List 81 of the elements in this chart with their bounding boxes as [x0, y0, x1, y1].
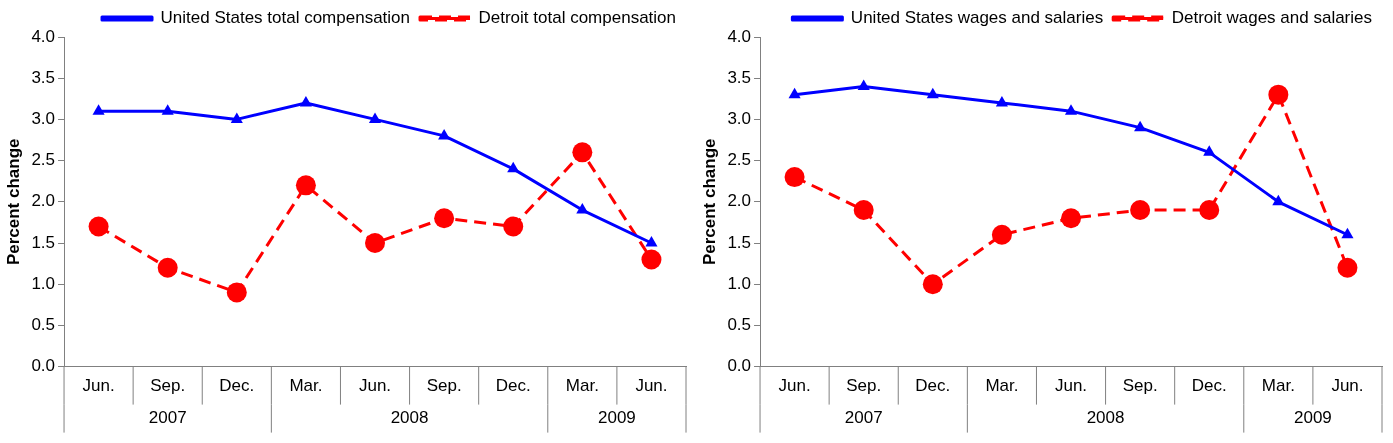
legend-label: United States wages and salaries: [850, 8, 1104, 28]
x-tick-label: Jun.: [1054, 376, 1088, 396]
point: [641, 249, 662, 270]
point: [88, 216, 109, 237]
point: [788, 87, 801, 99]
x-tick-label: Jun.: [1331, 376, 1364, 396]
text: 2009: [1293, 408, 1332, 428]
legend-label: Detroit wages and salaries: [1171, 8, 1373, 28]
y-tick-label: 1.5: [31, 232, 56, 252]
x-tick-label: Mar.: [565, 376, 599, 396]
point: [161, 104, 174, 115]
y-tick-label: 3.0: [727, 109, 752, 129]
x-tick-label: Jun.: [635, 376, 668, 396]
y-tick-label: 1.5: [727, 232, 752, 252]
x-tick-label: Mar.: [1261, 376, 1295, 396]
point: [368, 112, 382, 123]
point: [922, 274, 943, 295]
point: [991, 224, 1012, 245]
point: [1199, 200, 1220, 221]
x-tick-label: Sep.: [150, 376, 186, 396]
x-tick-label: Sep.: [1122, 376, 1158, 396]
point: [853, 200, 874, 221]
point: [1134, 120, 1147, 132]
point: [1268, 84, 1289, 105]
y-tick-label: 0.0: [31, 356, 56, 376]
y-tick-label: 2.0: [727, 191, 752, 211]
y-tick-label: 3.0: [31, 109, 56, 129]
point: [857, 79, 870, 90]
point: [1061, 208, 1082, 229]
x-tick-label: Dec.: [495, 376, 531, 396]
point: [995, 95, 1008, 107]
text: 2009: [597, 408, 636, 428]
x-tick-label: Dec.: [219, 376, 255, 396]
y-tick-label: 3.5: [727, 67, 752, 87]
y-tick-label: 2.0: [31, 191, 56, 211]
text: 2007: [844, 408, 883, 428]
point: [1337, 257, 1358, 278]
x-tick-label: Dec.: [915, 376, 951, 396]
point: [230, 112, 243, 123]
point: [434, 208, 455, 229]
y-tick-label: 3.5: [31, 67, 56, 87]
point: [1130, 200, 1151, 221]
text: 2008: [390, 408, 429, 428]
point: [507, 161, 520, 173]
x-tick-label: Jun.: [358, 376, 392, 396]
x-tick-label: Sep.: [426, 376, 462, 396]
point: [365, 233, 386, 253]
point: [784, 167, 805, 188]
point: [1064, 104, 1078, 115]
y-tick-label: 1.0: [727, 273, 752, 293]
legend-label: United States total compensation: [160, 8, 411, 28]
point: [92, 104, 105, 115]
y-axis-title: Percent change: [3, 138, 23, 266]
x-tick-label: Mar.: [985, 376, 1019, 396]
x-tick-label: Sep.: [846, 376, 882, 396]
point: [1341, 227, 1354, 239]
text: 2008: [1086, 408, 1125, 428]
legend-label: Detroit total compensation: [478, 8, 677, 28]
y-tick-label: 0.0: [727, 356, 752, 376]
point: [926, 87, 939, 99]
point: [295, 175, 316, 196]
text: 2007: [148, 408, 187, 428]
point: [299, 95, 312, 107]
y-tick-label: 0.5: [727, 315, 752, 335]
y-tick-label: 0.5: [31, 315, 56, 335]
x-tick-label: Jun.: [778, 376, 811, 396]
point: [645, 236, 658, 247]
y-tick-label: 2.5: [31, 150, 56, 170]
x-tick-label: Mar.: [289, 376, 323, 396]
point: [572, 142, 593, 163]
point: [226, 282, 247, 303]
y-tick-label: 2.5: [727, 150, 752, 170]
y-tick-label: 1.0: [31, 273, 56, 293]
y-tick-label: 4.0: [31, 26, 56, 46]
x-tick-label: Dec.: [1191, 376, 1227, 396]
x-tick-label: Jun.: [82, 376, 115, 396]
point: [503, 216, 524, 237]
y-tick-label: 4.0: [727, 26, 752, 46]
point: [1203, 145, 1216, 156]
y-axis-title: Percent change: [699, 138, 719, 266]
point: [157, 257, 178, 278]
